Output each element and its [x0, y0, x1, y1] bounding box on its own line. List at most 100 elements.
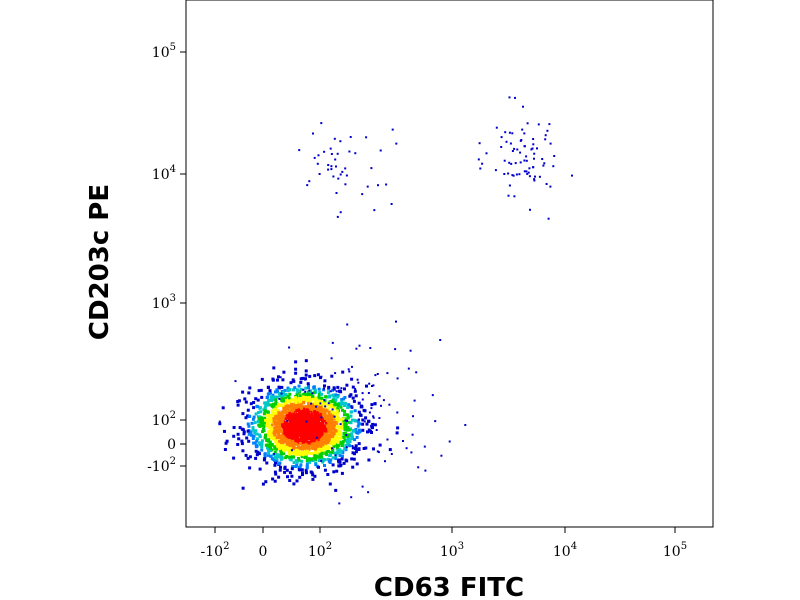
data-point [290, 451, 294, 455]
data-point [287, 417, 291, 421]
data-point [351, 445, 354, 447]
y-tick-label: 102 [152, 410, 176, 429]
data-point [246, 429, 250, 433]
data-point [415, 371, 418, 374]
data-point [340, 400, 344, 404]
data-point [273, 446, 277, 450]
data-point [370, 407, 373, 410]
data-point [548, 123, 551, 126]
data-point [346, 436, 350, 440]
data-point [301, 410, 305, 414]
data-point [343, 438, 347, 442]
data-point [273, 426, 277, 430]
data-point [286, 475, 289, 479]
data-point [384, 460, 386, 463]
data-point [251, 426, 255, 430]
data-point [285, 411, 289, 414]
data-point [306, 460, 310, 464]
data-point [515, 173, 518, 176]
data-point [273, 479, 277, 483]
data-point [308, 426, 312, 430]
data-point [292, 401, 296, 405]
data-point [326, 407, 330, 411]
data-point [285, 455, 289, 458]
data-point [290, 449, 293, 452]
data-point [301, 376, 305, 380]
data-point [511, 150, 514, 152]
data-point [326, 473, 330, 476]
data-point [330, 413, 334, 417]
data-point [543, 162, 546, 165]
data-point [251, 417, 255, 421]
data-point [274, 436, 278, 440]
data-point [534, 175, 536, 178]
data-point [282, 370, 286, 374]
data-point [311, 473, 315, 477]
data-point [323, 440, 326, 444]
data-point [313, 474, 317, 478]
data-point [330, 168, 333, 171]
data-point [337, 404, 340, 408]
data-point [271, 457, 275, 461]
data-point [241, 428, 245, 432]
data-point [553, 155, 556, 157]
data-point [246, 414, 250, 418]
data-point [370, 403, 374, 407]
data-point [240, 439, 244, 443]
data-point [274, 417, 278, 421]
data-point [394, 348, 397, 351]
data-point [266, 410, 270, 414]
data-point [297, 398, 301, 402]
y-tick-label: 0 [167, 437, 176, 453]
data-point [337, 425, 341, 429]
data-point [311, 417, 315, 421]
data-point [323, 468, 327, 472]
data-point [296, 433, 300, 437]
data-point [266, 413, 270, 417]
data-point [547, 217, 550, 220]
data-point [308, 404, 311, 408]
data-point [335, 469, 339, 473]
data-point [246, 456, 250, 460]
data-point [342, 419, 346, 423]
data-point [544, 134, 547, 137]
data-point [368, 411, 371, 414]
data-point [260, 424, 264, 427]
data-point [361, 418, 365, 422]
data-point [297, 384, 301, 388]
data-point [310, 457, 313, 461]
data-point [241, 449, 245, 453]
data-point [350, 418, 354, 422]
data-point [300, 416, 304, 420]
data-point [338, 430, 342, 434]
x-tick-label: 102 [308, 541, 332, 560]
data-point [300, 413, 303, 416]
data-point [320, 416, 323, 419]
data-point [257, 423, 261, 427]
data-point [521, 128, 524, 131]
data-point [321, 421, 325, 425]
data-point [304, 468, 308, 472]
data-point [423, 445, 426, 448]
data-point [371, 422, 375, 426]
data-point [268, 433, 271, 437]
data-point [297, 450, 301, 454]
data-point [369, 429, 373, 433]
data-point [273, 395, 277, 399]
data-point [350, 405, 353, 408]
data-point [552, 165, 555, 168]
data-point [277, 433, 281, 437]
data-point [311, 446, 315, 450]
data-point [316, 162, 319, 165]
data-point [508, 184, 511, 187]
data-point [363, 420, 366, 423]
data-point [241, 390, 245, 394]
data-point [270, 409, 274, 413]
data-point [279, 434, 283, 438]
data-point [332, 442, 336, 446]
data-point [331, 456, 335, 460]
data-point [320, 402, 323, 406]
data-point [292, 435, 295, 439]
data-point [295, 479, 299, 483]
data-point [282, 409, 286, 413]
